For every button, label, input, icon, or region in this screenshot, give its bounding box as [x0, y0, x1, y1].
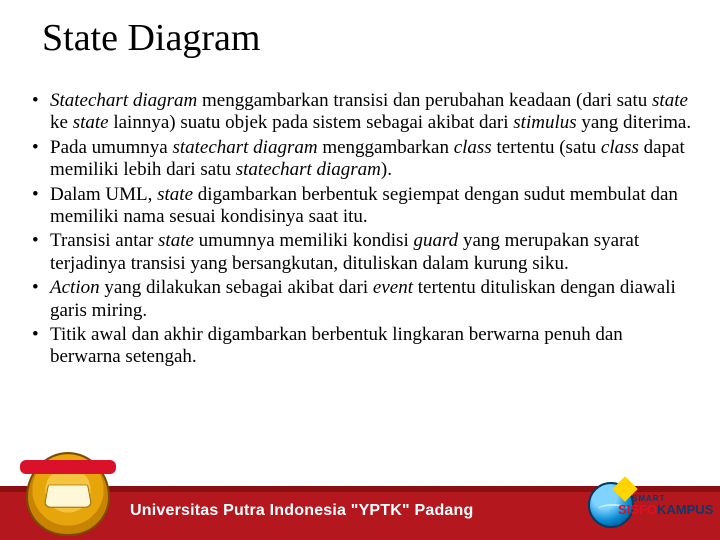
slide: State Diagram Statechart diagram menggam…: [0, 0, 720, 540]
footer: Universitas Putra Indonesia "YPTK" Padan…: [0, 482, 720, 540]
bullet-list: Statechart diagram menggambarkan transis…: [28, 90, 692, 371]
bullet-item: Statechart diagram menggambarkan transis…: [28, 90, 692, 135]
university-name: Universitas Putra Indonesia "YPTK" Padan…: [130, 502, 473, 520]
bullet-item: Dalam UML, state digambarkan berbentuk s…: [28, 184, 692, 229]
sisfo-main-label: SISFOKAMPUS: [618, 502, 713, 517]
crest-book-icon: [44, 485, 93, 508]
slide-title: State Diagram: [42, 16, 260, 60]
crest-banner: [20, 460, 116, 474]
bullet-item: Pada umumnya statechart diagram menggamb…: [28, 137, 692, 182]
sisfokampus-logo: SMART SISFOKAMPUS: [586, 482, 706, 534]
sisfo-part-b: KAMPUS: [657, 502, 713, 517]
bullet-item: Transisi antar state umumnya memiliki ko…: [28, 230, 692, 275]
university-logo: [22, 452, 114, 538]
sisfo-part-a: SISFO: [618, 502, 657, 517]
bullet-item: Titik awal dan akhir digambarkan berbent…: [28, 324, 692, 369]
bullet-item: Action yang dilakukan sebagai akibat dar…: [28, 277, 692, 322]
